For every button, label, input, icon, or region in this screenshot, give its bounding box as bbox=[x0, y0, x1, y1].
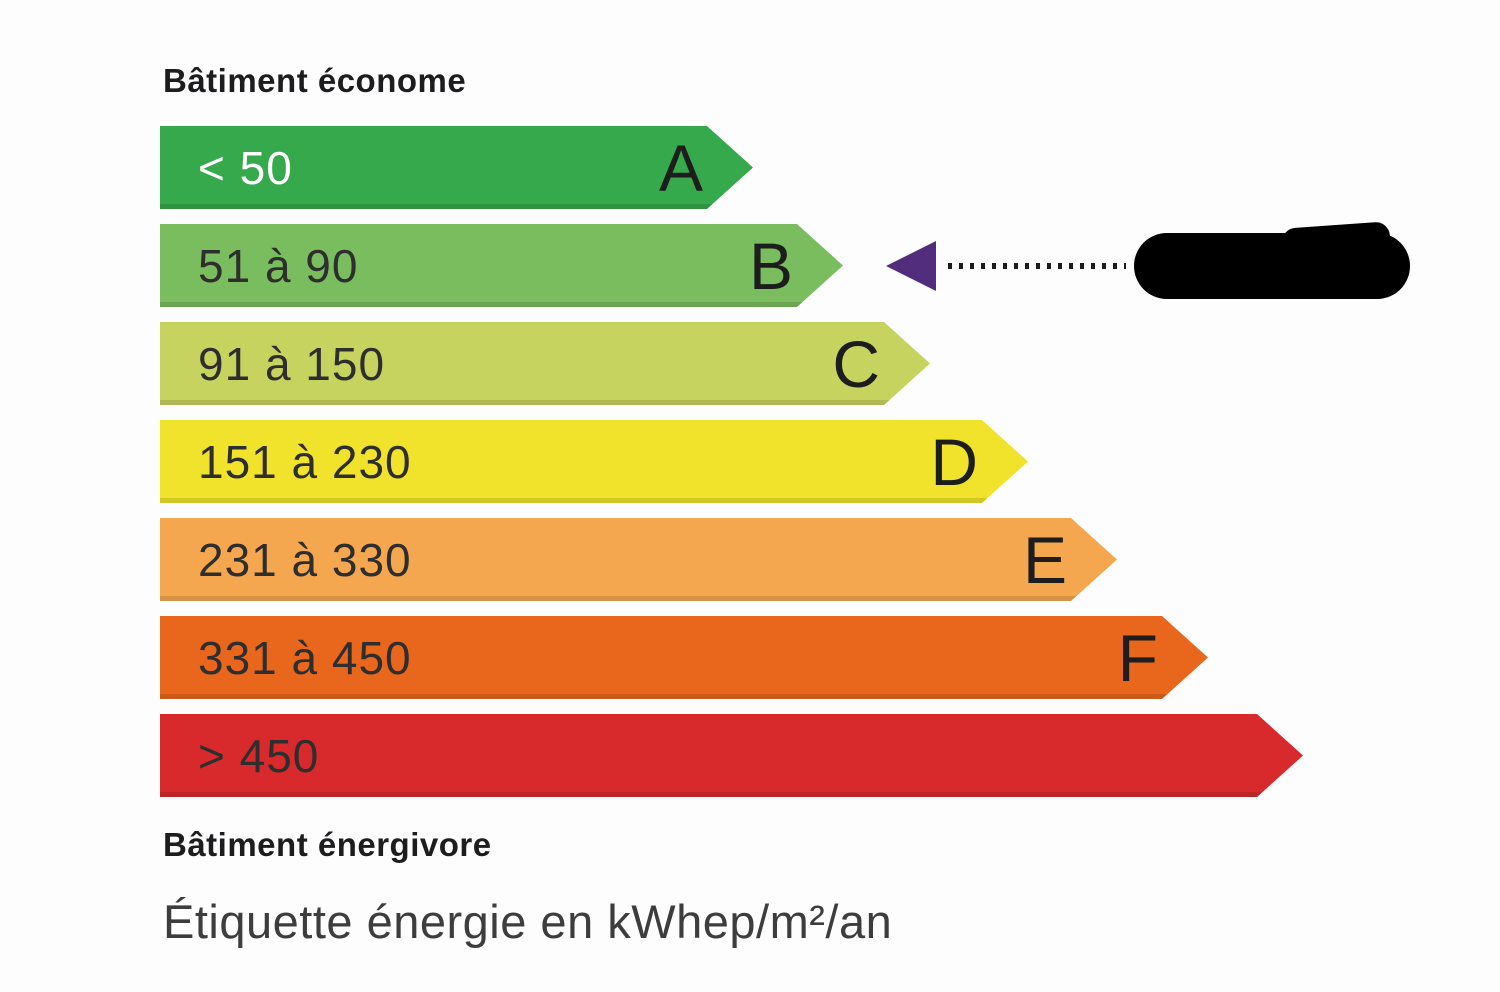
left-arrow-icon bbox=[886, 240, 936, 291]
bar-letter: F bbox=[1117, 620, 1158, 695]
energy-bar-b: 51 à 90 B bbox=[160, 224, 843, 307]
energy-bar-g: > 450 bbox=[160, 714, 1303, 797]
bar-range-label: 51 à 90 bbox=[198, 239, 359, 292]
bar-letter: E bbox=[1022, 522, 1067, 597]
bar-range-label: < 50 bbox=[198, 141, 293, 194]
bar-range-label: 331 à 450 bbox=[198, 631, 412, 684]
energy-bar-d: 151 à 230 D bbox=[160, 420, 1028, 503]
bar-letter: D bbox=[930, 424, 978, 499]
bar-letter: B bbox=[748, 228, 793, 303]
caption: Étiquette énergie en kWhep/m²/an bbox=[163, 895, 893, 948]
bar-letter: A bbox=[658, 130, 703, 205]
energy-bar-e: 231 à 330 E bbox=[160, 518, 1117, 601]
energy-bar-c: 91 à 150 C bbox=[160, 322, 930, 405]
top-label: Bâtiment économe bbox=[163, 62, 467, 99]
energy-bar-f: 331 à 450 F bbox=[160, 616, 1208, 699]
bar-range-label: 231 à 330 bbox=[198, 533, 412, 586]
dotted-leader-line bbox=[948, 262, 1126, 269]
bar-range-label: > 450 bbox=[198, 729, 320, 782]
bar-range-label: 151 à 230 bbox=[198, 435, 412, 488]
bar-range-label: 91 à 150 bbox=[198, 337, 386, 390]
bottom-label: Bâtiment énergivore bbox=[163, 826, 492, 863]
bar-letter: C bbox=[832, 326, 880, 401]
energy-bar-a: < 50 A bbox=[160, 126, 753, 209]
redacted-value-blob bbox=[1134, 232, 1410, 299]
